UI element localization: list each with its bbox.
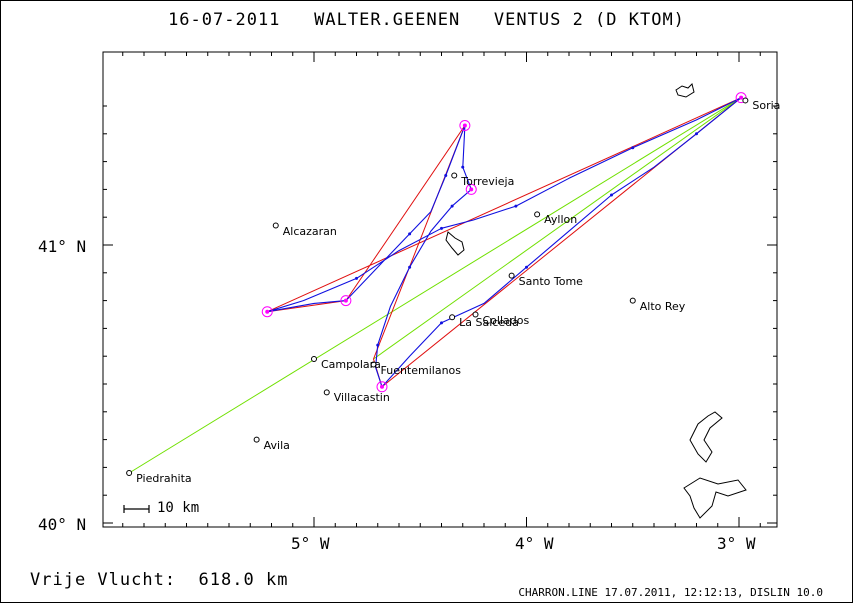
track-fix bbox=[355, 276, 358, 280]
city-marker bbox=[742, 97, 749, 104]
city-label: Alcazaran bbox=[282, 224, 337, 238]
pilot-name: WALTER.GEENEN bbox=[314, 10, 461, 30]
city-marker bbox=[370, 361, 377, 368]
lon-label-3w: 3° W bbox=[717, 534, 756, 553]
track-fix bbox=[461, 165, 465, 169]
track-fix bbox=[610, 193, 613, 197]
turnpoint-dot bbox=[265, 309, 270, 314]
city-label: Santo Tome bbox=[518, 274, 583, 288]
city-marker bbox=[272, 222, 279, 229]
city-label: Campolara bbox=[321, 357, 381, 371]
city-marker bbox=[449, 314, 456, 321]
lon-label-4w: 4° W bbox=[515, 534, 554, 553]
reservoir-south-1 bbox=[689, 411, 723, 463]
city-label: Soria bbox=[752, 99, 781, 113]
city-marker bbox=[323, 389, 330, 396]
turnpoint-dot bbox=[739, 95, 744, 100]
reservoir-north bbox=[675, 83, 695, 98]
plot-frame bbox=[102, 51, 778, 528]
distance-value: 618.0 km bbox=[198, 570, 289, 590]
city-marker bbox=[629, 297, 636, 304]
track-line bbox=[266, 97, 742, 388]
distance-label: Vrije Vlucht: bbox=[30, 570, 177, 590]
turnpoint-circle bbox=[340, 295, 352, 307]
city-label: Piedrahita bbox=[136, 471, 192, 485]
credits: CHARRON.LINE 17.07.2011, 12:12:13, DISLI… bbox=[518, 586, 823, 599]
map-title: 16-07-2011 WALTER.GEENEN VENTUS 2 (D KTO… bbox=[0, 10, 853, 30]
green-leg bbox=[373, 97, 742, 360]
city-label: Ayllon bbox=[544, 213, 578, 227]
city-marker bbox=[472, 311, 479, 318]
track-fix bbox=[408, 232, 412, 236]
lon-label-5w: 5° W bbox=[291, 534, 330, 553]
track-fix bbox=[514, 204, 518, 208]
track-fix bbox=[408, 265, 412, 269]
city-label: Collados bbox=[482, 313, 530, 327]
flight-track bbox=[265, 96, 743, 389]
track-fix bbox=[440, 321, 443, 325]
scale-bar bbox=[123, 505, 150, 513]
turnpoint-dot bbox=[469, 187, 474, 192]
reservoir-south-2 bbox=[683, 477, 747, 519]
city-label: Avila bbox=[263, 438, 290, 452]
turnpoint-circle bbox=[376, 381, 388, 393]
city-marker bbox=[451, 172, 458, 179]
green-legs bbox=[128, 97, 742, 474]
city-label: Torrevieja bbox=[461, 174, 515, 188]
city-label: Villacastin bbox=[333, 391, 390, 405]
water-bodies bbox=[445, 83, 747, 519]
track-fix bbox=[631, 146, 635, 150]
turnpoint-circle bbox=[459, 119, 471, 131]
glider-name: VENTUS 2 (D KTOM) bbox=[493, 10, 685, 30]
reservoir-center bbox=[445, 231, 465, 256]
track-fix bbox=[376, 343, 380, 347]
turnpoint-circle bbox=[261, 306, 273, 318]
city-marker bbox=[534, 211, 541, 218]
city-marker bbox=[126, 469, 133, 476]
lat-label-41: 41° N bbox=[38, 237, 87, 256]
track-fix bbox=[450, 204, 454, 208]
axis-ticks bbox=[103, 52, 777, 527]
track-fix bbox=[440, 226, 443, 230]
lat-label-40: 40° N bbox=[38, 515, 87, 534]
city-marker bbox=[311, 355, 317, 362]
turnpoint-dot bbox=[343, 298, 348, 303]
city-markers bbox=[126, 97, 749, 476]
track-fix bbox=[444, 174, 448, 177]
distance-summary: Vrije Vlucht: 618.0 km bbox=[30, 570, 288, 590]
turnpoint-circle bbox=[465, 183, 477, 195]
turnpoint-dot bbox=[380, 384, 384, 389]
flight-date: 16-07-2011 bbox=[168, 10, 281, 30]
city-label: Fuentemilanos bbox=[380, 363, 462, 377]
scale-bar-label: 10 km bbox=[157, 500, 200, 516]
green-leg bbox=[128, 97, 742, 474]
track-fix bbox=[525, 265, 528, 269]
city-marker bbox=[253, 436, 260, 443]
track-fix bbox=[695, 132, 698, 136]
city-marker bbox=[508, 272, 515, 279]
turnpoint-dot bbox=[462, 123, 467, 128]
city-label: La Salceda bbox=[459, 316, 519, 330]
city-label: Alto Rey bbox=[639, 299, 686, 313]
